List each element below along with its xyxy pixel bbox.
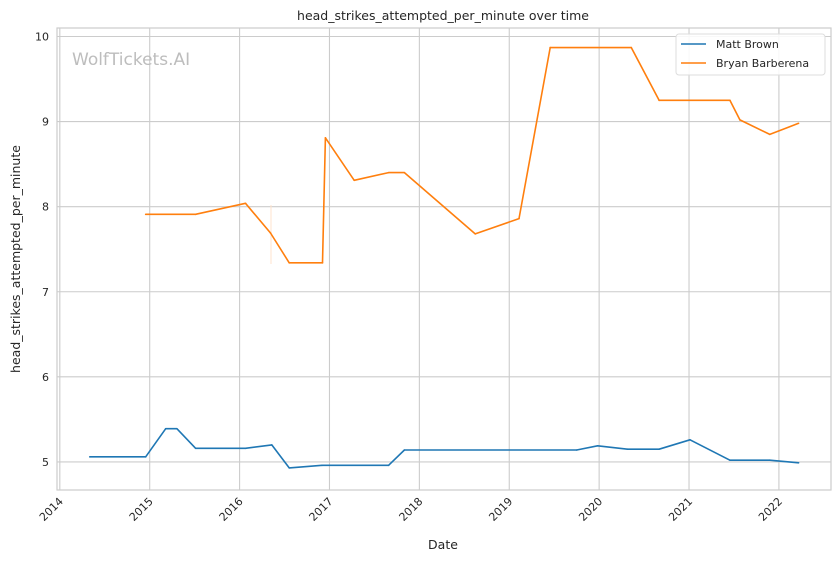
chart-title: head_strikes_attempted_per_minute over t… — [297, 8, 589, 23]
x-tick-label: 2016 — [217, 495, 246, 524]
y-axis-label: head_strikes_attempted_per_minute — [8, 145, 23, 373]
data-point-bryan-barberena — [474, 233, 477, 235]
data-point-bryan-barberena — [797, 122, 800, 125]
data-point-matt-brown — [769, 459, 771, 462]
plot-frame — [56, 27, 832, 491]
x-tick-label: 2017 — [307, 495, 336, 524]
data-point-matt-brown — [403, 449, 406, 451]
legend-label-matt-brown: Matt Brown — [716, 38, 779, 51]
data-point-matt-brown — [797, 461, 800, 464]
watermark: WolfTickets.AI — [72, 50, 190, 70]
data-point-matt-brown — [176, 427, 178, 430]
data-point-bryan-barberena — [729, 99, 731, 102]
data-point-bryan-barberena — [739, 119, 741, 121]
x-tick-label: 2021 — [666, 495, 695, 524]
data-point-bryan-barberena — [769, 133, 771, 136]
series-group — [88, 46, 800, 469]
data-point-matt-brown — [658, 448, 660, 450]
y-tick-label: 7 — [42, 286, 49, 299]
data-point-matt-brown — [194, 447, 197, 450]
y-tick-label: 10 — [35, 31, 49, 44]
y-tick-labels: 5 6 7 8 9 10 — [35, 31, 49, 469]
x-tick-label: 2022 — [756, 495, 785, 524]
data-point-bryan-barberena — [244, 202, 247, 205]
data-point-matt-brown — [387, 464, 390, 467]
data-point-matt-brown — [575, 449, 578, 451]
data-point-bryan-barberena — [269, 232, 272, 234]
data-point-matt-brown — [596, 444, 599, 447]
data-point-bryan-barberena — [324, 136, 327, 139]
data-point-matt-brown — [144, 456, 147, 458]
series-line-bryan-barberena — [145, 46, 799, 264]
data-point-bryan-barberena — [549, 46, 551, 49]
data-point-bryan-barberena — [630, 46, 633, 49]
data-point-matt-brown — [729, 459, 731, 462]
grid — [57, 28, 831, 490]
data-point-matt-brown — [689, 439, 691, 441]
data-point-matt-brown — [288, 467, 291, 469]
data-point-matt-brown — [88, 456, 91, 458]
data-point-matt-brown — [244, 447, 247, 450]
data-point-bryan-barberena — [288, 262, 291, 264]
x-tick-label: 2018 — [396, 495, 425, 524]
x-tick-labels: 2014 2015 2016 2017 2018 2019 2020 2021 2022 — [37, 495, 785, 524]
y-tick-label: 5 — [42, 456, 49, 469]
data-point-matt-brown — [321, 464, 323, 467]
y-tick-label: 6 — [42, 371, 49, 384]
data-point-matt-brown — [164, 427, 167, 430]
y-tick-label: 8 — [42, 201, 49, 214]
data-point-bryan-barberena — [518, 217, 520, 220]
x-tick-label: 2020 — [576, 495, 605, 524]
legend-box — [675, 33, 826, 76]
data-point-bryan-barberena — [353, 179, 355, 182]
x-tick-label: 2015 — [127, 495, 156, 524]
y-tick-label: 9 — [42, 116, 49, 129]
x-tick-label: 2019 — [486, 495, 515, 524]
data-point-bryan-barberena — [321, 262, 324, 264]
legend-label-bryan-barberena: Bryan Barberena — [716, 57, 809, 70]
legend: Matt Brown Bryan Barberena — [675, 33, 826, 76]
x-tick-label: 2014 — [37, 495, 66, 524]
x-axis-label: Date — [428, 537, 458, 552]
data-point-matt-brown — [626, 448, 629, 450]
data-point-bryan-barberena — [403, 171, 406, 174]
data-point-bryan-barberena — [194, 213, 197, 216]
data-point-matt-brown — [270, 444, 273, 446]
data-point-bryan-barberena — [387, 171, 390, 174]
data-point-bryan-barberena — [144, 213, 147, 216]
data-point-bryan-barberena — [658, 99, 660, 102]
